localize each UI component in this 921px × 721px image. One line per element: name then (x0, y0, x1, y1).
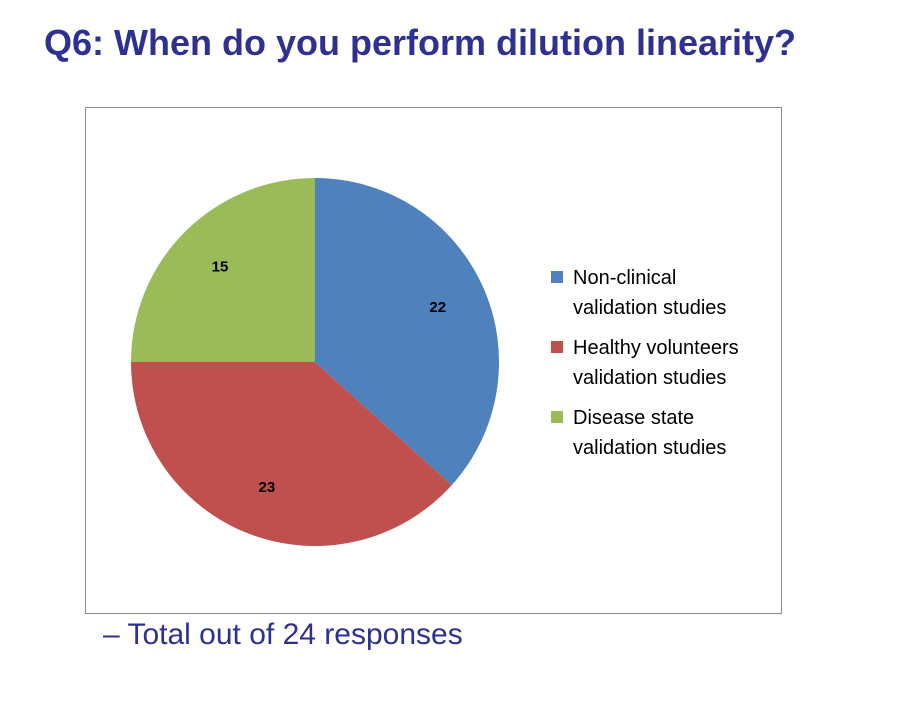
data-label-non-clinical: 22 (429, 299, 446, 316)
data-label-disease-state: 15 (212, 259, 229, 276)
chart-area: 22 23 15 Non-clinical validation studies H… (85, 107, 782, 614)
data-label-healthy-volunteers: 23 (259, 479, 276, 496)
legend-swatch-disease-state (551, 411, 563, 423)
legend-item-non-clinical: Non-clinical validation studies (551, 263, 781, 323)
slide-title: Q6: When do you perform dilution lineari… (44, 22, 797, 63)
legend-swatch-non-clinical (551, 271, 563, 283)
responses-footnote: – Total out of 24 responses (103, 618, 463, 651)
legend-item-disease-state: Disease state validation studies (551, 403, 781, 463)
legend-label-line1: Disease state (573, 407, 695, 429)
pie-chart: 22 23 15 (131, 178, 500, 546)
legend-label-line1: Non-clinical (573, 267, 677, 289)
legend-label-line2: validation studies (573, 367, 727, 389)
legend-item-healthy-volunteers: Healthy volunteers validation studies (551, 333, 781, 393)
legend-swatch-healthy-volunteers (551, 341, 563, 353)
pie-slice-non-clinical (315, 178, 500, 486)
legend-label-line2: validation studies (573, 297, 727, 319)
legend-label-line1: Healthy volunteers (573, 337, 739, 359)
pie-slice-healthy-volunteers (131, 362, 452, 546)
legend-label-line2: validation studies (573, 437, 727, 459)
pie-slice-disease-state (131, 178, 315, 362)
chart-legend: Non-clinical validation studies Healthy … (551, 263, 781, 473)
